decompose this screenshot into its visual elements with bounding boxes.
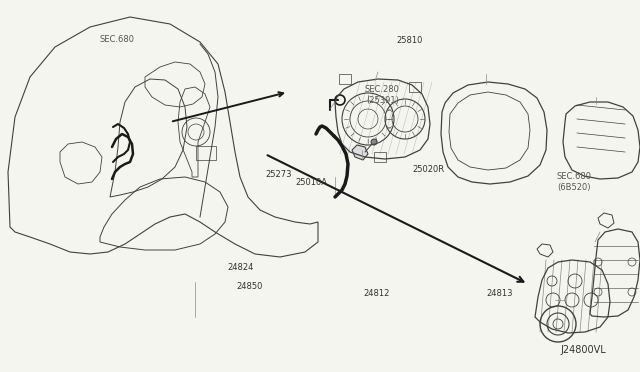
Text: SEC.680: SEC.680 — [557, 172, 592, 181]
Text: 24812: 24812 — [364, 289, 390, 298]
Text: 24850: 24850 — [237, 282, 263, 291]
Text: J24800VL: J24800VL — [560, 345, 605, 355]
Text: 24824: 24824 — [228, 263, 254, 272]
Circle shape — [371, 139, 377, 145]
Polygon shape — [352, 145, 368, 160]
Text: SEC.280: SEC.280 — [365, 85, 399, 94]
Text: (6B520): (6B520) — [557, 183, 590, 192]
Text: 25020R: 25020R — [413, 165, 445, 174]
Text: 25010A: 25010A — [296, 178, 328, 187]
Text: (25391): (25391) — [366, 96, 399, 105]
Text: 24813: 24813 — [486, 289, 513, 298]
Text: 25810: 25810 — [397, 36, 423, 45]
Text: SEC.680: SEC.680 — [99, 35, 134, 44]
Text: 25273: 25273 — [266, 170, 292, 179]
